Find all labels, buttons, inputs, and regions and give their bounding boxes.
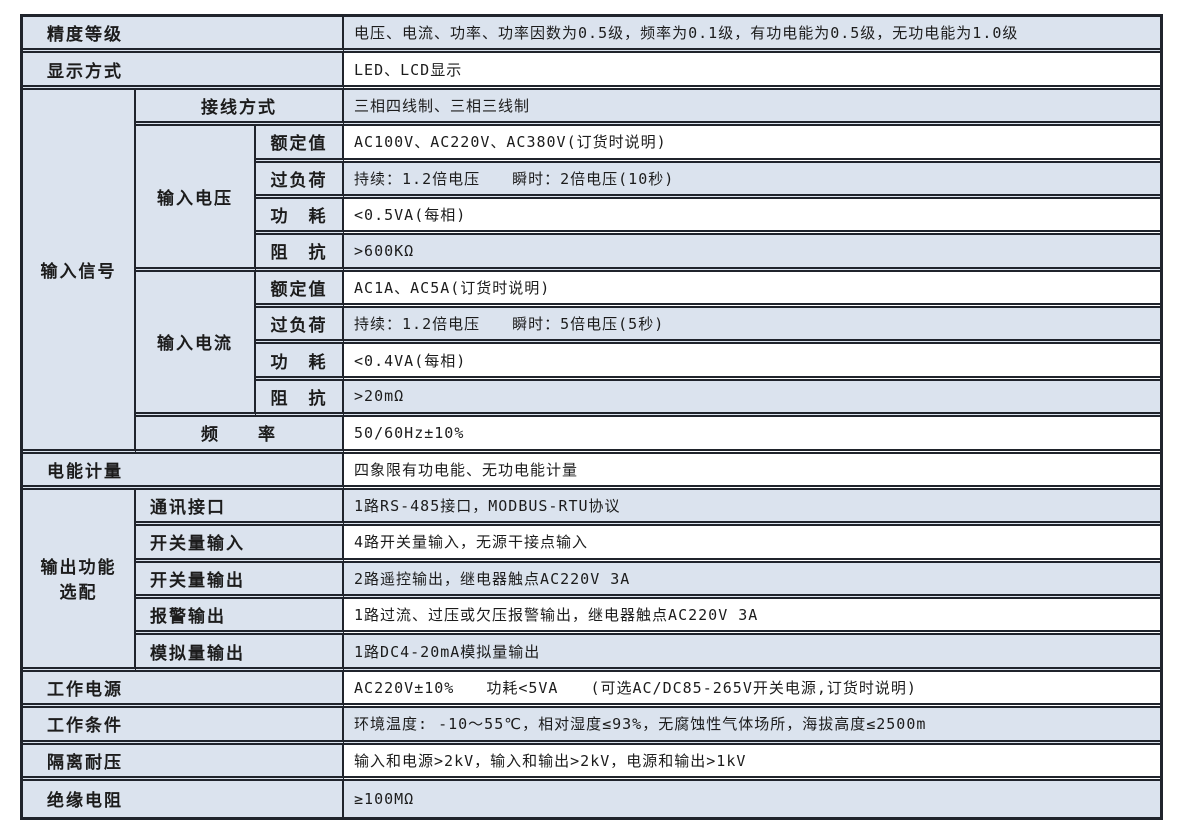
value-comm-interface: 1路RS-485接口，MODBUS-RTU协议 bbox=[344, 489, 1160, 527]
table-row: 功 耗 <0.5VA(每相) bbox=[23, 198, 1160, 236]
label-working-conditions: 工作条件 bbox=[23, 708, 345, 745]
group-label-input-signal: 输入信号 bbox=[23, 89, 136, 454]
value-power-consumption-current: <0.4VA(每相) bbox=[344, 344, 1160, 381]
label-overload-current: 过负荷 bbox=[256, 308, 345, 345]
value-insulation-resistance: ≥100MΩ bbox=[344, 780, 1160, 817]
value-overload-voltage: 持续：1.2倍电压 瞬时：2倍电压(10秒) bbox=[344, 162, 1160, 199]
label-rated-value-voltage: 额定值 bbox=[256, 126, 345, 163]
group-label-input-current: 输入电流 bbox=[136, 271, 256, 418]
label-impedance-current: 阻 抗 bbox=[256, 380, 345, 418]
table-row: 功 耗 <0.4VA(每相) bbox=[23, 344, 1160, 381]
value-analog-output: 1路DC4-20mA模拟量输出 bbox=[344, 635, 1160, 672]
value-energy-metering: 四象限有功电能、无功电能计量 bbox=[344, 453, 1160, 490]
label-insulation-resistance: 绝缘电阻 bbox=[23, 780, 345, 817]
table-row: 输入电压 额定值 AC100V、AC220V、AC380V(订货时说明) bbox=[23, 126, 1160, 272]
table-row: 过负荷 持续：1.2倍电压 瞬时：5倍电压(5秒) bbox=[23, 308, 1160, 345]
label-rated-value-current: 额定值 bbox=[256, 271, 345, 308]
table-row: 绝缘电阻 ≥100MΩ bbox=[23, 780, 1160, 817]
label-power-consumption-voltage: 功 耗 bbox=[256, 198, 345, 236]
group-label-input-voltage: 输入电压 bbox=[136, 126, 256, 272]
table-row: 输入电流 额定值 AC1A、AC5A(订货时说明) bbox=[23, 271, 1160, 418]
table-row: 阻 抗 >600KΩ bbox=[23, 235, 1160, 272]
table-row: 输入信号 接线方式 三相四线制、三相三线制 bbox=[23, 89, 1160, 454]
value-impedance-voltage: >600KΩ bbox=[344, 235, 1160, 272]
table-row: 输出功能 选配 通讯接口 1路RS-485接口，MODBUS-RTU协议 bbox=[23, 489, 1160, 672]
value-display-mode: LED、LCD显示 bbox=[344, 53, 1160, 90]
table-row: 报警输出 1路过流、过压或欠压报警输出，继电器触点AC220V 3A bbox=[23, 599, 1160, 636]
specification-table: 精度等级 电压、电流、功率、功率因数为0.5级，频率为0.1级，有功电能为0.5… bbox=[20, 14, 1163, 820]
label-power-consumption-current: 功 耗 bbox=[256, 344, 345, 381]
label-wiring-mode: 接线方式 bbox=[136, 89, 345, 127]
value-rated-value-current: AC1A、AC5A(订货时说明) bbox=[344, 271, 1160, 308]
label-analog-output: 模拟量输出 bbox=[136, 635, 345, 672]
table-row: 频 率 50/60Hz±10% bbox=[23, 417, 1160, 454]
label-display-mode: 显示方式 bbox=[23, 53, 345, 90]
value-impedance-current: >20mΩ bbox=[344, 380, 1160, 418]
table-row: 过负荷 持续：1.2倍电压 瞬时：2倍电压(10秒) bbox=[23, 162, 1160, 199]
table-row: 模拟量输出 1路DC4-20mA模拟量输出 bbox=[23, 635, 1160, 672]
value-digital-output: 2路遥控输出，继电器触点AC220V 3A bbox=[344, 562, 1160, 599]
value-digital-input: 4路开关量输入，无源干接点输入 bbox=[344, 526, 1160, 563]
table-row: 电能计量 四象限有功电能、无功电能计量 bbox=[23, 453, 1160, 490]
table-row: 隔离耐压 输入和电源>2kV，输入和输出>2kV，电源和输出>1kV bbox=[23, 744, 1160, 781]
label-comm-interface: 通讯接口 bbox=[136, 489, 345, 527]
table-row: 精度等级 电压、电流、功率、功率因数为0.5级，频率为0.1级，有功电能为0.5… bbox=[23, 17, 1160, 54]
label-frequency: 频 率 bbox=[136, 417, 345, 454]
label-digital-output: 开关量输出 bbox=[136, 562, 345, 599]
value-rated-value-voltage: AC100V、AC220V、AC380V(订货时说明) bbox=[344, 126, 1160, 163]
value-working-power: AC220V±10% 功耗<5VA (可选AC/DC85-265V开关电源,订货… bbox=[344, 671, 1160, 709]
value-accuracy-class: 电压、电流、功率、功率因数为0.5级，频率为0.1级，有功电能为0.5级，无功电… bbox=[344, 17, 1160, 54]
table-row: 开关量输出 2路遥控输出，继电器触点AC220V 3A bbox=[23, 562, 1160, 599]
value-working-conditions: 环境温度: -10～55℃，相对湿度≤93%，无腐蚀性气体场所，海拔高度≤250… bbox=[344, 708, 1160, 745]
table-row: 显示方式 LED、LCD显示 bbox=[23, 53, 1160, 90]
value-frequency: 50/60Hz±10% bbox=[344, 417, 1160, 454]
table-row: 工作电源 AC220V±10% 功耗<5VA (可选AC/DC85-265V开关… bbox=[23, 671, 1160, 709]
label-overload-voltage: 过负荷 bbox=[256, 162, 345, 199]
label-working-power: 工作电源 bbox=[23, 671, 345, 709]
value-wiring-mode: 三相四线制、三相三线制 bbox=[344, 89, 1160, 127]
value-isolation-voltage: 输入和电源>2kV，输入和输出>2kV，电源和输出>1kV bbox=[344, 744, 1160, 781]
table-row: 阻 抗 >20mΩ bbox=[23, 380, 1160, 418]
value-overload-current: 持续：1.2倍电压 瞬时：5倍电压(5秒) bbox=[344, 308, 1160, 345]
label-impedance-voltage: 阻 抗 bbox=[256, 235, 345, 272]
label-energy-metering: 电能计量 bbox=[23, 453, 345, 490]
label-isolation-voltage: 隔离耐压 bbox=[23, 744, 345, 781]
label-alarm-output: 报警输出 bbox=[136, 599, 345, 636]
label-accuracy-class: 精度等级 bbox=[23, 17, 345, 54]
value-power-consumption-voltage: <0.5VA(每相) bbox=[344, 198, 1160, 236]
value-alarm-output: 1路过流、过压或欠压报警输出，继电器触点AC220V 3A bbox=[344, 599, 1160, 636]
label-digital-input: 开关量输入 bbox=[136, 526, 345, 563]
table-row: 开关量输入 4路开关量输入，无源干接点输入 bbox=[23, 526, 1160, 563]
group-label-output-options: 输出功能 选配 bbox=[23, 489, 136, 672]
table-row: 工作条件 环境温度: -10～55℃，相对湿度≤93%，无腐蚀性气体场所，海拔高… bbox=[23, 708, 1160, 745]
